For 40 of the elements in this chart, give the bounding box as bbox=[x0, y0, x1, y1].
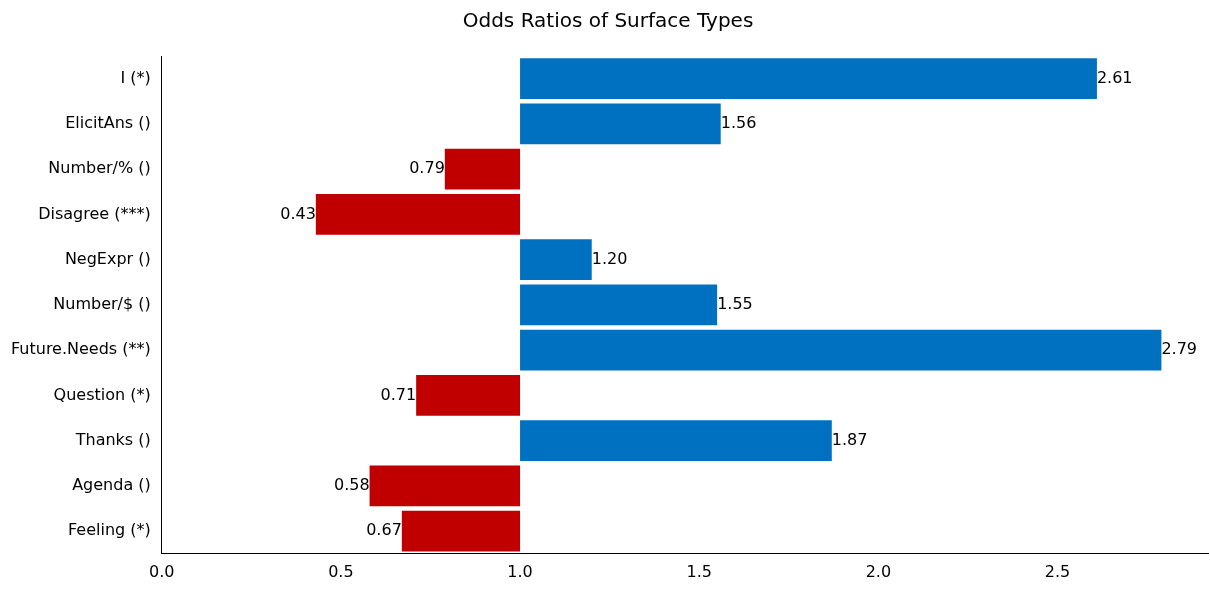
data-label: 0.43 bbox=[280, 203, 316, 223]
bar bbox=[401, 510, 521, 552]
bar bbox=[369, 465, 521, 507]
y-tick-label: Number/% () bbox=[48, 158, 151, 178]
x-tick-label: 2.0 bbox=[865, 561, 892, 581]
data-label: 1.87 bbox=[831, 429, 868, 449]
y-tick-label: Disagree (***) bbox=[38, 203, 151, 223]
bar bbox=[520, 329, 1162, 371]
bar bbox=[444, 148, 521, 190]
y-tick-label: I (*) bbox=[120, 67, 151, 87]
y-tick-label: Number/$ () bbox=[53, 294, 151, 314]
y-tick-label: ElicitAns () bbox=[65, 113, 151, 133]
data-label: 1.56 bbox=[720, 113, 757, 133]
x-tick-label: 0.0 bbox=[149, 561, 175, 581]
chart-title: Odds Ratios of Surface Types bbox=[462, 8, 754, 33]
y-tick-label: Future.Needs (**) bbox=[10, 339, 151, 359]
y-tick-label: Agenda () bbox=[72, 475, 151, 495]
x-tick-label: 2.5 bbox=[1044, 561, 1071, 581]
data-label: 0.71 bbox=[380, 384, 417, 404]
bar bbox=[520, 58, 1097, 99]
bar bbox=[416, 375, 521, 416]
data-label: 0.67 bbox=[366, 520, 402, 540]
data-label: 2.79 bbox=[1161, 339, 1198, 359]
bar bbox=[520, 239, 592, 281]
y-tick-label: Feeling (*) bbox=[67, 520, 151, 540]
y-tick-label: Thanks () bbox=[74, 429, 151, 449]
y-tick-label: Question (*) bbox=[53, 384, 151, 404]
data-label: 0.58 bbox=[333, 475, 370, 495]
bar bbox=[315, 194, 521, 235]
bar bbox=[520, 284, 718, 326]
x-tick-label: 0.5 bbox=[328, 561, 354, 581]
x-tick-label: 1.5 bbox=[686, 561, 712, 581]
data-label: 0.79 bbox=[409, 158, 445, 178]
data-label: 2.61 bbox=[1096, 67, 1133, 87]
bar bbox=[520, 103, 721, 145]
data-label: 1.20 bbox=[591, 248, 628, 268]
data-label: 1.55 bbox=[717, 294, 753, 314]
x-tick-label: 1.0 bbox=[507, 561, 533, 581]
bar bbox=[520, 420, 832, 462]
y-tick-label: NegExpr () bbox=[64, 248, 151, 268]
